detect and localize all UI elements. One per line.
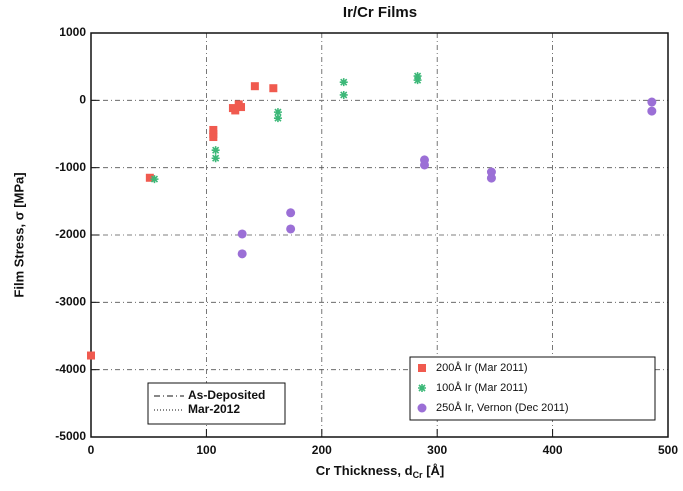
legend-marker (418, 364, 426, 372)
legend-box (147, 382, 286, 425)
legend-label: As-Deposited (188, 388, 265, 402)
y-tick-label: -1000 (55, 160, 86, 174)
x-tick-label: 400 (543, 443, 563, 457)
y-tick-label: -2000 (55, 227, 86, 241)
data-point (237, 103, 246, 112)
plot-frame (90, 32, 669, 438)
data-point (211, 146, 220, 155)
data-point (273, 114, 282, 123)
x-tick-label: 100 (196, 443, 216, 457)
legend-label: Mar-2012 (188, 402, 240, 416)
chart-title: Ir/Cr Films (343, 4, 417, 21)
data-point (209, 133, 218, 142)
data-point (237, 229, 247, 239)
y-tick-label: -4000 (55, 362, 86, 376)
data-point (413, 72, 422, 81)
data-point (413, 76, 422, 85)
data-point (339, 90, 348, 99)
legend-label: 200Å Ir (Mar 2011) (436, 361, 528, 374)
x-tick-label: 200 (312, 443, 332, 457)
x-label-text: Cr Thickness, d (316, 463, 413, 478)
data-point (647, 97, 657, 107)
data-point (250, 82, 259, 91)
x-tick-label: 300 (427, 443, 447, 457)
legend-box (409, 356, 656, 421)
data-point (237, 249, 247, 259)
data-point (339, 78, 348, 87)
y-axis-label: Film Stress, σ [MPa] (11, 172, 26, 297)
data-point (87, 351, 95, 360)
legend-marker (417, 403, 427, 413)
data-point (420, 160, 430, 170)
data-point (486, 173, 496, 183)
y-tick-label: 1000 (59, 25, 86, 39)
data-point (211, 154, 220, 163)
data-point (647, 106, 657, 116)
y-tick-label: -3000 (55, 295, 86, 309)
y-tick-label: 0 (79, 93, 86, 107)
data-point (145, 173, 154, 182)
data-point (231, 106, 240, 115)
x-axis-label: Cr Thickness, dCr [Å] (316, 463, 445, 480)
data-point (269, 84, 278, 93)
data-point (150, 175, 159, 184)
legend-label: 100Å Ir (Mar 2011) (436, 381, 528, 394)
data-point (286, 224, 296, 234)
x-label-suffix: [Å] (423, 463, 445, 478)
legend-marker (418, 384, 426, 392)
data-point (273, 108, 282, 117)
x-tick-label: 500 (658, 443, 678, 457)
x-tick-label: 0 (88, 443, 95, 457)
data-point (286, 208, 296, 218)
legend-label: 250Å Ir, Vernon (Dec 2011) (436, 401, 569, 414)
data-point (209, 125, 218, 134)
x-label-subscript: Cr (413, 470, 423, 480)
y-tick-label: -5000 (55, 429, 86, 443)
